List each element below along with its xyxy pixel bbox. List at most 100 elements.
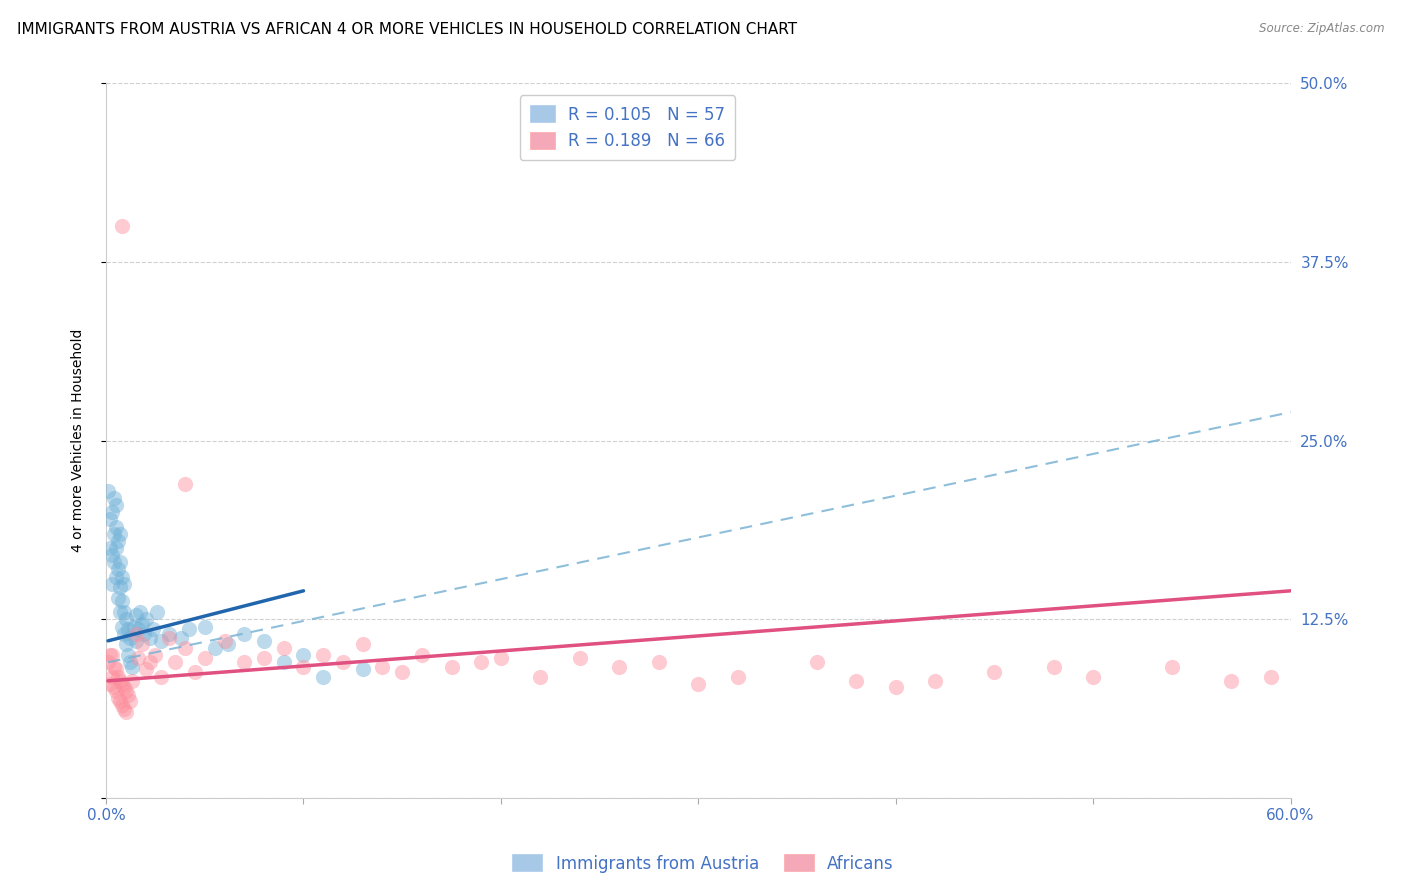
- Point: [170, 631, 193, 645]
- Point: [217, 637, 239, 651]
- Point: [107, 533, 129, 548]
- Point: [150, 633, 173, 648]
- Point: [122, 619, 145, 633]
- Point: [125, 633, 148, 648]
- Point: [107, 562, 129, 576]
- Point: [292, 659, 315, 673]
- Point: [111, 698, 134, 713]
- Point: [233, 626, 256, 640]
- Point: [884, 680, 907, 694]
- Point: [104, 498, 127, 512]
- Point: [97, 483, 120, 498]
- Point: [157, 631, 180, 645]
- Point: [568, 651, 591, 665]
- Point: [103, 491, 125, 505]
- Point: [150, 669, 173, 683]
- Point: [108, 673, 131, 688]
- Point: [411, 648, 433, 662]
- Point: [101, 548, 124, 562]
- Point: [440, 659, 463, 673]
- Point: [233, 655, 256, 669]
- Legend: R = 0.105   N = 57, R = 0.189   N = 66: R = 0.105 N = 57, R = 0.189 N = 66: [520, 95, 735, 160]
- Point: [273, 640, 295, 655]
- Point: [101, 505, 124, 519]
- Point: [121, 659, 143, 673]
- Point: [174, 476, 197, 491]
- Point: [125, 608, 148, 623]
- Point: [1220, 673, 1243, 688]
- Point: [204, 640, 226, 655]
- Point: [1260, 669, 1282, 683]
- Point: [273, 655, 295, 669]
- Point: [146, 605, 169, 619]
- Point: [108, 605, 131, 619]
- Point: [118, 631, 141, 645]
- Point: [194, 651, 217, 665]
- Text: IMMIGRANTS FROM AUSTRIA VS AFRICAN 4 OR MORE VEHICLES IN HOUSEHOLD CORRELATION C: IMMIGRANTS FROM AUSTRIA VS AFRICAN 4 OR …: [17, 22, 797, 37]
- Point: [121, 673, 143, 688]
- Point: [111, 569, 134, 583]
- Point: [114, 706, 136, 720]
- Point: [983, 665, 1005, 680]
- Point: [107, 669, 129, 683]
- Point: [131, 616, 153, 631]
- Point: [253, 633, 276, 648]
- Point: [924, 673, 946, 688]
- Point: [104, 519, 127, 533]
- Point: [104, 684, 127, 698]
- Point: [101, 576, 124, 591]
- Point: [1161, 659, 1184, 673]
- Point: [184, 665, 207, 680]
- Point: [332, 655, 354, 669]
- Point: [1083, 669, 1105, 683]
- Text: Source: ZipAtlas.com: Source: ZipAtlas.com: [1260, 22, 1385, 36]
- Y-axis label: 4 or more Vehicles in Household: 4 or more Vehicles in Household: [72, 329, 86, 552]
- Point: [104, 662, 127, 676]
- Point: [103, 659, 125, 673]
- Point: [177, 623, 200, 637]
- Point: [194, 619, 217, 633]
- Point: [108, 526, 131, 541]
- Point: [145, 648, 167, 662]
- Point: [132, 626, 155, 640]
- Point: [157, 626, 180, 640]
- Point: [112, 576, 135, 591]
- Point: [138, 631, 160, 645]
- Point: [101, 669, 124, 683]
- Point: [103, 680, 125, 694]
- Point: [98, 512, 121, 526]
- Point: [128, 605, 150, 619]
- Point: [112, 626, 135, 640]
- Point: [98, 648, 121, 662]
- Point: [845, 673, 868, 688]
- Point: [470, 655, 492, 669]
- Point: [97, 655, 120, 669]
- Point: [489, 651, 512, 665]
- Point: [125, 626, 148, 640]
- Point: [114, 612, 136, 626]
- Point: [135, 612, 157, 626]
- Point: [312, 648, 335, 662]
- Point: [108, 580, 131, 594]
- Point: [127, 623, 149, 637]
- Point: [131, 637, 153, 651]
- Legend: Immigrants from Austria, Africans: Immigrants from Austria, Africans: [506, 847, 900, 880]
- Point: [108, 694, 131, 708]
- Point: [292, 648, 315, 662]
- Point: [98, 677, 121, 691]
- Point: [1042, 659, 1064, 673]
- Point: [352, 637, 374, 651]
- Point: [118, 655, 141, 669]
- Point: [165, 655, 187, 669]
- Point: [114, 637, 136, 651]
- Point: [142, 623, 165, 637]
- Point: [253, 651, 276, 665]
- Point: [529, 669, 551, 683]
- Point: [107, 591, 129, 605]
- Point: [688, 677, 710, 691]
- Point: [111, 677, 134, 691]
- Point: [117, 623, 139, 637]
- Point: [111, 594, 134, 608]
- Point: [727, 669, 749, 683]
- Point: [98, 541, 121, 555]
